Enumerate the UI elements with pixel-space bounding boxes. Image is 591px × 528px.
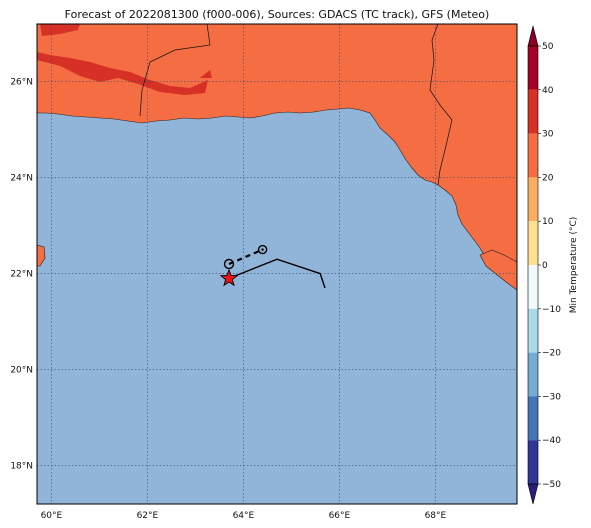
- land-southeast: [479, 249, 517, 291]
- colorbar-tick-label: 40: [542, 86, 554, 96]
- border-1: [139, 24, 211, 117]
- lon-tick-label: 60°E: [41, 511, 63, 521]
- colorbar-extend-top: [527, 25, 539, 47]
- forecast-point-marker: [257, 244, 268, 255]
- colorbar-band: [528, 221, 538, 265]
- lat-tick-label: 20°N: [10, 366, 33, 376]
- colorbar-tick-label: 0: [542, 261, 548, 271]
- border-2: [429, 24, 453, 186]
- lat-tick-label: 22°N: [10, 270, 33, 280]
- lon-tick-label: 66°E: [329, 511, 351, 521]
- colorbar-band: [528, 308, 538, 353]
- current-position-star-icon: [219, 268, 239, 287]
- colorbar-label: Min Temperature (°C): [569, 217, 579, 314]
- lon-tick-label: 64°E: [233, 511, 255, 521]
- land-hot-patch: [40, 24, 80, 36]
- longitude-labels: 60°E 62°E 64°E 66°E 68°E: [41, 511, 447, 521]
- forecast-track-line: [228, 248, 264, 266]
- land-west-edge: [37, 244, 46, 267]
- colorbar-tick-label: −40: [542, 436, 561, 446]
- colorbar: 50 40 30 20 10 0 −10 −20 −30 −40 −50: [527, 25, 561, 505]
- forecast-point-dot: [261, 248, 264, 251]
- forecast-point-marker: [223, 258, 235, 270]
- map-frame: [36, 23, 518, 505]
- colorbar-tick-label: 10: [542, 217, 554, 227]
- colorbar-tick-label: 30: [542, 130, 554, 140]
- colorbar-band: [528, 177, 538, 222]
- colorbar-band: [528, 133, 538, 178]
- colorbar-band: [528, 396, 538, 441]
- cyclone-track: [219, 244, 326, 289]
- colorbar-tick-label: −20: [542, 349, 561, 359]
- lon-tick-label: 68°E: [425, 511, 447, 521]
- colorbar-tick-label: −50: [542, 480, 561, 490]
- figure-title: Forecast of 2022081300 (f000-006), Sourc…: [65, 8, 490, 21]
- lat-tick-label: 18°N: [10, 462, 33, 472]
- colorbar-band: [528, 352, 538, 397]
- land-hot-band: [37, 52, 208, 95]
- track-line: [228, 258, 326, 289]
- colorbar-band: [528, 440, 538, 484]
- land-hot-patch-2: [200, 70, 212, 78]
- lat-tick-label: 26°N: [10, 78, 33, 88]
- colorbar-tick-label: 20: [542, 173, 554, 183]
- latitude-labels: 18°N 20°N 22°N 24°N 26°N: [10, 78, 33, 472]
- colorbar-extend-bottom: [527, 483, 539, 505]
- lat-tick-label: 24°N: [10, 174, 33, 184]
- colorbar-band: [528, 265, 538, 309]
- map-area: [37, 24, 517, 504]
- colorbar-band: [528, 89, 538, 134]
- colorbar-band: [528, 46, 538, 90]
- lon-tick-label: 62°E: [137, 511, 159, 521]
- colorbar-tick-label: −10: [542, 305, 561, 315]
- graticule: [37, 24, 517, 504]
- colorbar-tick-label: 50: [542, 42, 554, 52]
- colorbar-tick-label: −30: [542, 392, 561, 402]
